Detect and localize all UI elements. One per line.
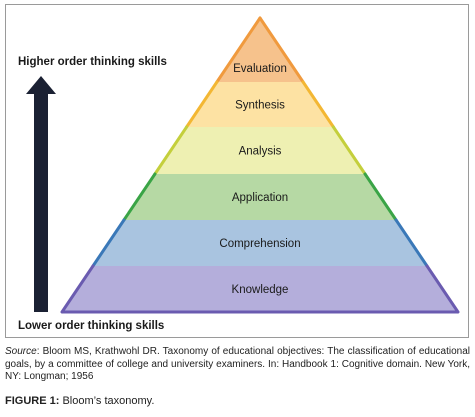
lower-order-label: Lower order thinking skills: [18, 320, 164, 332]
pyramid-label-analysis: Analysis: [239, 146, 282, 158]
pyramid-label-application: Application: [232, 192, 288, 204]
figure-caption: FIGURE 1: Bloom’s taxonomy.: [5, 395, 154, 407]
pyramid: [62, 18, 458, 312]
pyramid-level-synthesis: [186, 82, 334, 127]
pyramid-labels: Evaluation Synthesis Analysis Application Co…: [219, 63, 300, 296]
pyramid-edge-knowledge-l: [60, 264, 95, 314]
source-label: Source: [5, 346, 37, 357]
pyramid-edge-knowledge-r: [425, 264, 460, 314]
pyramid-edge-evaluation-r: [258, 16, 305, 84]
arrow-up-icon: [26, 76, 56, 312]
bloom-diagram: Evaluation Synthesis Analysis Application Co…: [18, 16, 460, 332]
pyramid-edge-synthesis-l: [185, 80, 219, 129]
pyramid-level-evaluation: [216, 18, 304, 82]
pyramid-edge-application-r: [363, 172, 398, 222]
pyramid-label-evaluation: Evaluation: [233, 63, 287, 75]
caption-text: Bloom’s taxonomy.: [59, 395, 155, 407]
pyramid-edge-comprehension-l: [91, 218, 126, 268]
caption-label: FIGURE 1:: [5, 395, 60, 407]
pyramid-edge-evaluation-l: [215, 16, 262, 84]
thinking-arrow: Higher order thinking skills Lower order…: [18, 56, 167, 332]
pyramid-label-knowledge: Knowledge: [232, 284, 289, 296]
pyramid-level-application: [123, 174, 397, 220]
pyramid-label-synthesis: Synthesis: [235, 100, 285, 112]
source-text: : Bloom MS, Krathwohl DR. Taxonomy of ed…: [5, 346, 470, 382]
pyramid-edge-analysis-l: [153, 125, 189, 176]
pyramid-edge-comprehension-r: [394, 218, 429, 268]
pyramid-edge-application-l: [122, 172, 157, 222]
source-note: Source: Bloom MS, Krathwohl DR. Taxonomy…: [5, 346, 470, 384]
pyramid-label-comprehension: Comprehension: [219, 238, 300, 250]
pyramid-level-comprehension: [92, 220, 428, 266]
pyramid-level-knowledge: [62, 266, 458, 312]
pyramid-level-analysis: [154, 127, 366, 174]
higher-order-label: Higher order thinking skills: [18, 56, 167, 68]
pyramid-edge-analysis-r: [331, 125, 367, 176]
pyramid-edges: [60, 16, 460, 314]
pyramid-edge-synthesis-r: [301, 80, 335, 129]
